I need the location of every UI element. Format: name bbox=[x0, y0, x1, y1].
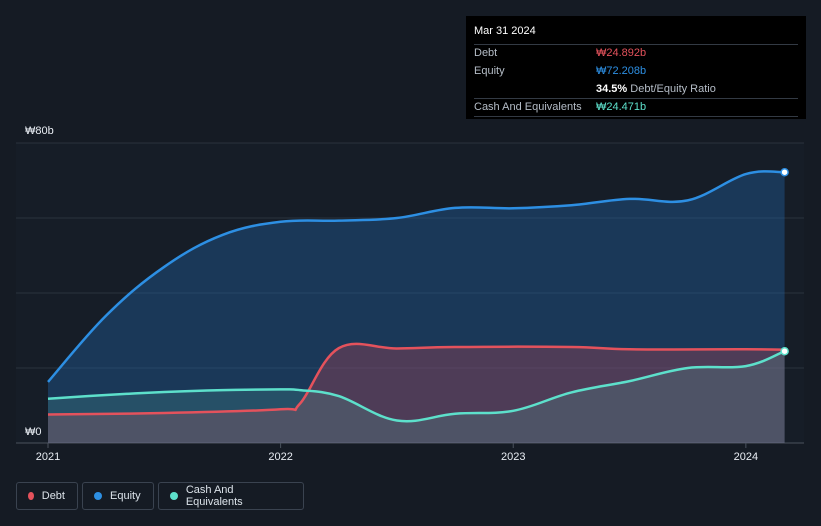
legend-label-debt: Debt bbox=[41, 490, 65, 502]
x-tick-label: 2021 bbox=[36, 451, 60, 463]
tooltip-row-ratio: 34.5% Debt/Equity Ratio bbox=[474, 80, 798, 98]
tooltip-row-cash: Cash And Equivalents ₩24.471b bbox=[474, 98, 798, 117]
legend-item-debt[interactable]: Debt bbox=[16, 482, 78, 510]
legend-label-equity: Equity bbox=[110, 490, 141, 502]
legend-item-equity[interactable]: Equity bbox=[82, 482, 154, 510]
x-tick-label: 2022 bbox=[268, 451, 292, 463]
tooltip: Mar 31 2024 Debt ₩24.892b Equity ₩72.208… bbox=[466, 16, 806, 119]
tooltip-ratio-suffix: Debt/Equity Ratio bbox=[630, 83, 716, 95]
y-tick-label-top: ₩80b bbox=[25, 125, 54, 137]
tooltip-label-cash: Cash And Equivalents bbox=[474, 101, 582, 113]
tooltip-row-equity: Equity ₩72.208b bbox=[474, 62, 798, 80]
tooltip-date: Mar 31 2024 bbox=[474, 25, 536, 37]
cash-and-equivalents-end-marker bbox=[780, 346, 789, 356]
tooltip-label-ratio bbox=[474, 81, 596, 98]
debt-area bbox=[48, 343, 785, 443]
cash-and-equivalents-area bbox=[48, 351, 785, 443]
x-tick-label: 2024 bbox=[734, 451, 758, 463]
tooltip-value-ratio: 34.5% bbox=[596, 83, 628, 95]
equity-line bbox=[47, 170, 785, 383]
equity-end-marker bbox=[780, 167, 789, 177]
tooltip-value-equity: ₩72.208b bbox=[596, 65, 647, 77]
tooltip-label-equity: Equity bbox=[474, 65, 505, 77]
equity-dot-icon bbox=[94, 492, 102, 500]
debt-line bbox=[47, 342, 785, 416]
equity-area bbox=[48, 171, 785, 443]
tooltip-value-debt: ₩24.892b bbox=[596, 47, 647, 59]
cash-dot-icon bbox=[170, 492, 178, 500]
tooltip-row-debt: Debt ₩24.892b bbox=[474, 44, 798, 62]
cash-and-equivalents-line bbox=[47, 350, 786, 423]
tooltip-label-debt: Debt bbox=[474, 47, 498, 59]
debt-dot-icon bbox=[28, 492, 34, 500]
tooltip-value-cash: ₩24.471b bbox=[596, 101, 647, 113]
y-tick-label-bottom: ₩0 bbox=[25, 426, 42, 438]
legend-label-cash: Cash And Equivalents bbox=[185, 484, 243, 508]
x-tick-label: 2023 bbox=[501, 451, 525, 463]
legend-item-cash[interactable]: Cash And Equivalents bbox=[158, 482, 304, 510]
